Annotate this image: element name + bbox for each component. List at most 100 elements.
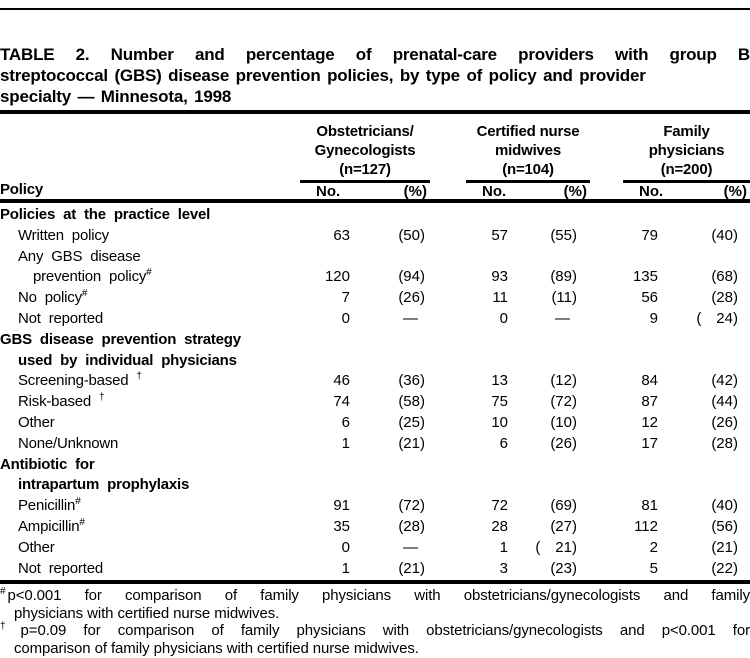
title-line: streptococcal (GBS) disease prevention p… [0,66,646,85]
value-cell: 7 [341,289,350,307]
header-rule [0,199,750,203]
value-cell: (21) [711,538,738,556]
value-cell: 91 [333,497,350,515]
table-row: Ampicillin# 35 (28) 28 (27) 112 (56) [0,517,750,538]
row-label: Not reported [18,309,103,327]
table-row: intrapartum prophylaxis [0,475,750,496]
table-row: Risk-based † 74 (58) 75 (72) 87 (44) [0,392,750,413]
value-cell: (89) [550,268,577,286]
group-name-line: Obstetricians/ [316,123,414,140]
value-cell: 75 [491,393,508,411]
footnote-marker: # [0,586,6,597]
value-cell: ( 24) [696,309,738,327]
table-row: prevention policy# 120 (94) 93 (89) 135 (68) [0,267,750,288]
table-row: Not reported 0 — 0 — 9 ( 24) [0,309,750,330]
group-name-line: physicians [648,142,725,159]
value-cell: (26) [398,289,425,307]
value-cell: (10) [550,413,577,431]
value-cell: 1 [341,434,350,452]
policy-column-header: Policy [0,181,43,198]
value-cell: (21) [398,434,425,452]
row-label: Written policy [18,226,109,244]
value-cell: (94) [398,268,425,286]
no-column-header: No. [482,183,507,200]
no-column-header: No. [639,183,664,200]
value-cell: 1 [499,538,508,556]
value-cell: 3 [499,559,508,577]
value-cell: 84 [641,372,658,390]
row-label: Screening-based † [18,371,142,390]
value-cell: 35 [333,517,350,535]
value-cell: 11 [492,289,508,307]
table-row: Penicillin# 91 (72) 72 (69) 81 (40) [0,496,750,517]
table-row: Other 6 (25) 10 (10) 12 (26) [0,413,750,434]
value-cell: 1 [341,559,350,577]
row-label: Any GBS disease [18,247,141,265]
table-row: Any GBS disease [0,247,750,268]
row-label: Policies at the practice level [0,206,211,223]
group-n-count: (n=104) [502,161,554,178]
value-cell: 5 [649,559,658,577]
table-row: Not reported 1 (21) 3 (23) 5 (22) [0,559,750,580]
row-label: None/Unknown [18,434,119,452]
footnote-line: † p=0.09 for comparison of family physici… [0,621,750,640]
row-label: Penicillin# [18,496,81,515]
value-cell: (36) [398,372,425,390]
value-cell: (69) [550,497,577,515]
title-line: specialty — Minnesota, 1998 [0,87,232,106]
table-row: Written policy 63 (50) 57 (55) 79 (40) [0,226,750,247]
value-cell: (28) [711,434,738,452]
value-cell: 9 [649,309,658,327]
value-cell: (40) [711,226,738,244]
table-row: Screening-based † 46 (36) 13 (12) 84 (42) [0,371,750,392]
row-label: prevention policy# [33,267,152,286]
value-cell: (11) [551,289,577,307]
table-row: Other 0 — 1 ( 21) 2 (21) [0,538,750,559]
group-name-line: midwives [495,142,561,159]
value-cell: (26) [550,434,577,452]
value-cell: (23) [550,559,577,577]
row-label: Other [18,538,55,556]
row-label: Not reported [18,559,103,577]
group-name: Obstetricians/ Gynecologists (n=127) [300,118,430,183]
table-title: TABLE 2. Number and percentage of prenat… [0,44,750,107]
value-cell: (55) [550,226,577,244]
footnote-marker: † [99,392,105,404]
group-name: Family physicians (n=200) [623,118,750,183]
value-cell: (12) [550,372,577,390]
value-cell: 87 [641,393,658,411]
row-label: Antibiotic for [0,455,95,473]
value-cell: (22) [711,559,738,577]
column-group-midwives: Certified nurse midwives (n=104) No. (%) [466,118,590,200]
table-body: Policies at the practice level Written po… [0,205,750,579]
value-cell: 2 [649,538,658,556]
value-cell: 12 [641,413,658,431]
row-label: Ampicillin# [18,516,85,535]
group-n-count: (n=200) [660,161,713,178]
group-n-count: (n=127) [339,161,391,178]
row-label: GBS disease prevention strategy [0,330,241,348]
value-cell: 135 [632,268,658,286]
value-cell: (25) [398,413,425,431]
table-row: Antibiotic for [0,455,750,476]
value-cell: ( 21) [535,538,577,556]
value-cell: — [403,538,418,556]
column-group-family-physicians: Family physicians (n=200) No. (%) [623,118,750,200]
value-cell: 10 [491,413,508,431]
value-cell: 17 [641,434,658,452]
value-cell: (44) [711,393,738,411]
value-cell: (58) [398,393,425,411]
value-cell: (72) [398,497,425,515]
table-row: No policy# 7 (26) 11 (11) 56 (28) [0,288,750,309]
value-cell: 56 [641,289,658,307]
value-cell: 74 [333,393,350,411]
row-label: Risk-based † [18,392,105,411]
value-cell: — [403,309,418,327]
footnotes: # p<0.001 for comparison of family physic… [0,587,750,657]
bottom-rule [0,580,750,584]
footnote-marker: † [0,621,19,632]
group-name-line: Gynecologists [314,142,416,159]
row-label: intrapartum prophylaxis [18,476,190,494]
value-cell: 112 [634,517,658,535]
value-cell: (68) [711,268,738,286]
